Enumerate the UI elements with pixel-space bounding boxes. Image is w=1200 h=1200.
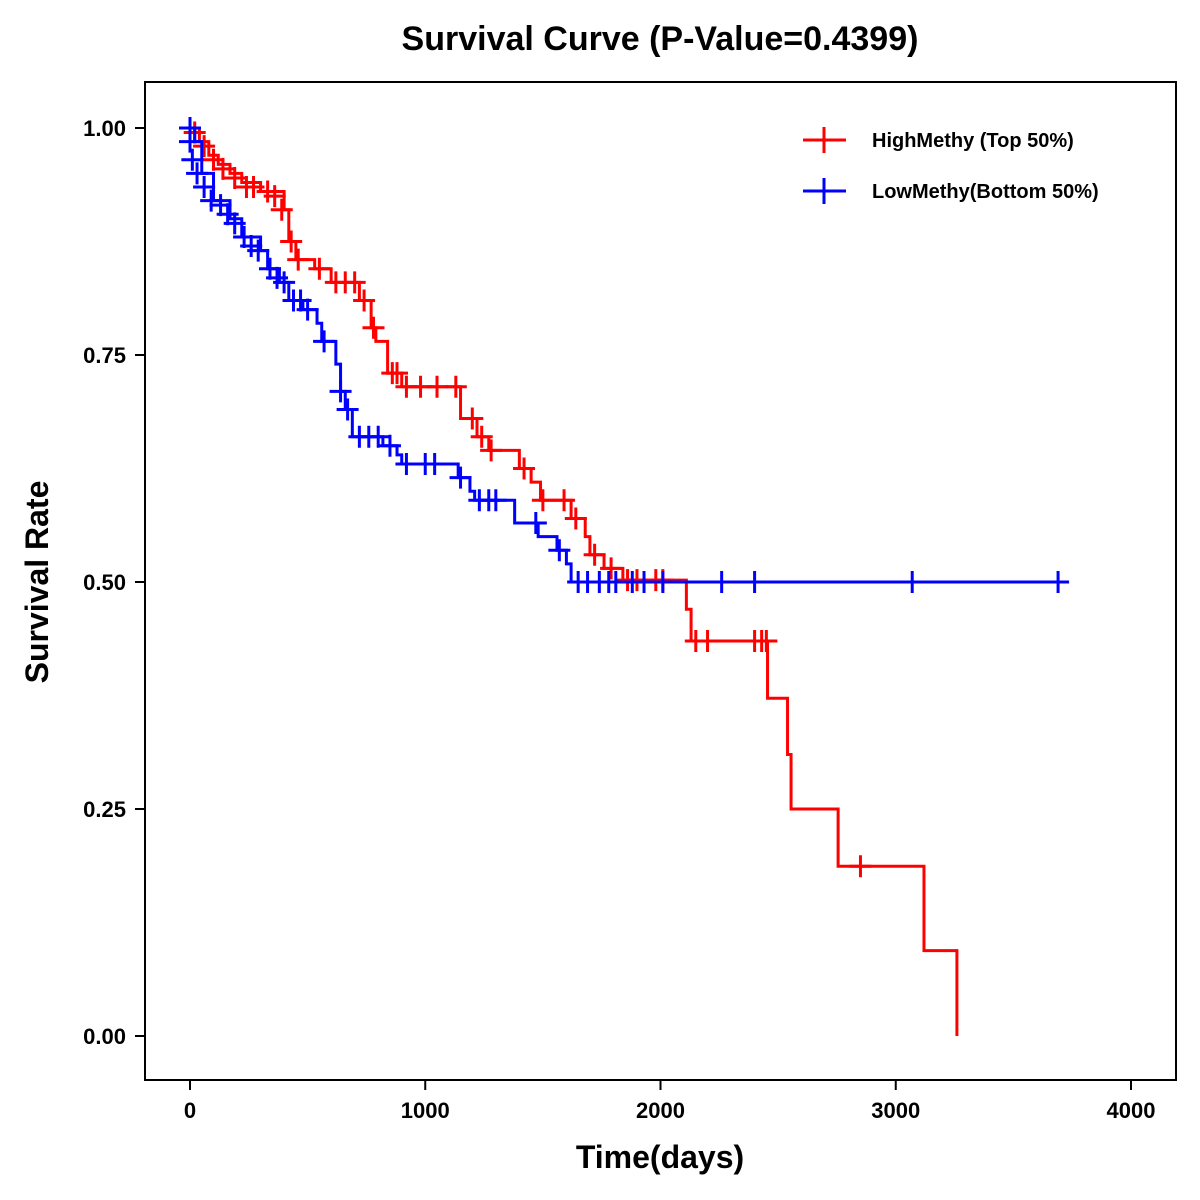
censor-mark — [200, 189, 223, 212]
series-high-methy — [183, 121, 959, 1036]
censor-mark — [1047, 571, 1070, 593]
censor-mark — [263, 185, 286, 208]
censor-mark — [211, 157, 234, 180]
censor-mark — [296, 298, 319, 321]
legend-key — [803, 178, 846, 204]
censor-mark — [444, 375, 467, 398]
censor-mark — [531, 489, 554, 512]
legend-label: HighMethy (Top 50%) — [872, 130, 1074, 152]
y-tick-label: 0.75 — [83, 343, 126, 368]
censor-mark — [242, 176, 265, 199]
censor-mark — [247, 239, 270, 262]
censor-mark — [270, 198, 293, 221]
legend: HighMethy (Top 50%) LowMethy(Bottom 50%) — [803, 127, 1099, 204]
censor-mark — [386, 362, 409, 385]
censor-mark — [353, 289, 376, 312]
x-axis-label: Time(days) — [576, 1139, 744, 1175]
censor-mark — [633, 571, 656, 593]
censor-mark — [564, 507, 587, 530]
censor-mark — [336, 398, 359, 421]
legend-label: LowMethy(Bottom 50%) — [872, 181, 1099, 203]
censor-mark — [223, 166, 246, 189]
x-tick-label: 3000 — [871, 1098, 920, 1123]
censor-mark — [710, 571, 733, 593]
censor-mark — [524, 511, 547, 534]
censor-mark — [470, 425, 493, 448]
censor-mark — [287, 248, 310, 271]
censor-mark — [186, 162, 209, 185]
chart-title: Survival Curve (P-Value=0.4399) — [402, 20, 919, 58]
censor-mark — [343, 271, 366, 294]
x-tick-label: 4000 — [1107, 1098, 1156, 1123]
censor-mark — [181, 148, 204, 171]
censor-mark — [193, 176, 216, 199]
censor-mark — [651, 571, 674, 593]
censor-mark — [849, 855, 872, 878]
censor-mark — [329, 380, 352, 403]
legend-key — [803, 127, 846, 153]
censor-mark — [378, 434, 401, 457]
censor-mark — [743, 571, 766, 593]
censor-mark — [223, 212, 246, 235]
censor-mark — [449, 466, 472, 489]
censor-mark — [548, 539, 571, 562]
censor-mark — [308, 257, 331, 280]
censor-mark — [696, 630, 719, 653]
censor-mark — [484, 489, 507, 512]
survival-line — [190, 126, 1063, 584]
censor-mark — [179, 130, 201, 153]
censor-mark — [367, 425, 390, 448]
x-tick-label: 0 — [184, 1098, 196, 1123]
censor-mark — [423, 452, 446, 475]
censor-mark — [395, 452, 418, 475]
x-tick-label: 2000 — [636, 1098, 685, 1123]
y-tick-label: 1.00 — [83, 116, 126, 141]
y-tick-label: 0.25 — [83, 797, 126, 822]
censor-mark — [553, 489, 576, 512]
y-axis-label: Survival Rate — [19, 481, 55, 684]
censor-mark — [513, 457, 536, 480]
censor-mark — [280, 230, 303, 253]
censor-mark — [193, 135, 216, 158]
censor-mark — [362, 316, 385, 339]
censor-mark — [583, 543, 606, 566]
x-tick-label: 1000 — [401, 1098, 450, 1123]
y-tick-label: 0.50 — [83, 570, 126, 595]
censor-mark — [901, 571, 924, 593]
censor-mark — [202, 148, 225, 171]
series-low-methy — [179, 117, 1070, 593]
censor-mark — [426, 375, 449, 398]
y-tick-label: 0.00 — [83, 1024, 126, 1049]
censor-mark — [461, 407, 484, 430]
censor-mark — [480, 439, 503, 462]
censor-mark — [313, 330, 336, 353]
censor-mark — [273, 271, 296, 294]
censor-mark — [755, 630, 778, 653]
censor-mark — [600, 557, 623, 580]
